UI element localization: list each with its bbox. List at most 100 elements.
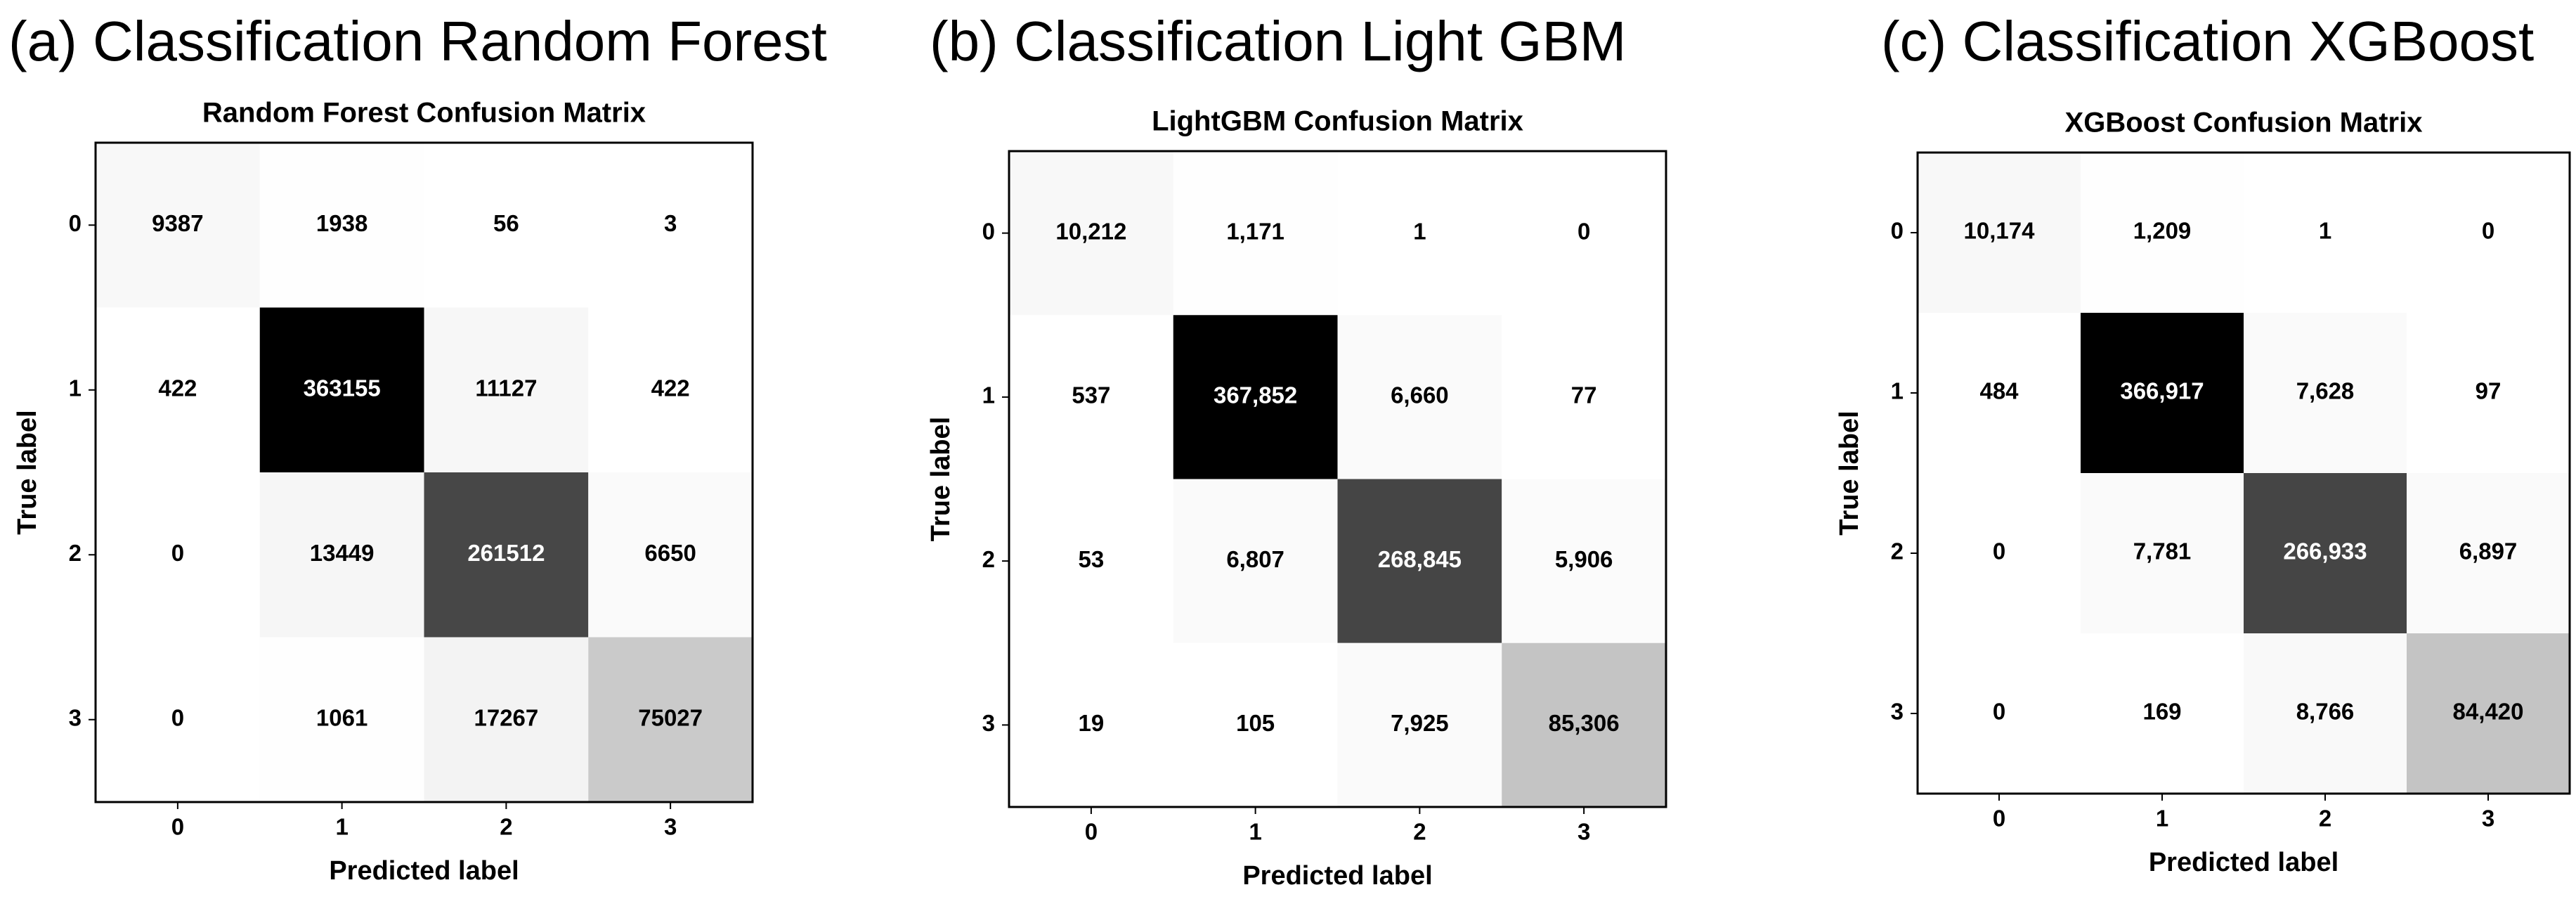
heatmap-cell bbox=[588, 307, 753, 472]
x-axis-label: Predicted label bbox=[2149, 848, 2338, 877]
cell-label: 422 bbox=[158, 375, 197, 401]
cell-label: 1938 bbox=[316, 210, 367, 236]
cell-label: 10,174 bbox=[1964, 218, 2036, 244]
cell-label: 169 bbox=[2142, 699, 2181, 725]
x-tick-label: 3 bbox=[2482, 806, 2494, 832]
y-tick-label: 2 bbox=[982, 546, 995, 572]
cell-label: 1,209 bbox=[2133, 218, 2192, 244]
chart-title: LightGBM Confusion Matrix bbox=[1152, 106, 1523, 137]
heatmap-cell bbox=[424, 143, 589, 308]
heatmap-cell bbox=[1337, 151, 1502, 316]
heatmap-cell bbox=[424, 307, 589, 472]
cell-label: 6650 bbox=[644, 540, 696, 566]
heatmap-cell bbox=[259, 307, 424, 472]
x-tick-label: 3 bbox=[664, 814, 677, 840]
heatmap-cell bbox=[1918, 633, 2081, 794]
heatmap-cell bbox=[1173, 315, 1338, 479]
cell-label: 5,906 bbox=[1555, 546, 1613, 572]
cell-label: 422 bbox=[651, 375, 690, 401]
plot-frame bbox=[1008, 150, 1667, 808]
x-tick-label: 1 bbox=[335, 814, 348, 840]
heatmap-cell bbox=[2081, 473, 2244, 633]
heatmap-cell bbox=[588, 143, 753, 308]
cell-label: 77 bbox=[1571, 382, 1597, 408]
heatmap-cell bbox=[1173, 642, 1338, 807]
cell-label: 1 bbox=[2319, 218, 2331, 244]
heatmap-cell bbox=[1337, 315, 1502, 479]
heatmap-cell bbox=[2407, 153, 2570, 313]
heatmap-cell bbox=[1502, 642, 1666, 807]
heatmap-cell bbox=[424, 637, 589, 802]
cell-label: 6,807 bbox=[1226, 546, 1284, 572]
heatmap-cell bbox=[259, 472, 424, 638]
cell-label: 537 bbox=[1072, 382, 1110, 408]
cell-label: 75027 bbox=[638, 704, 703, 730]
x-axis-label: Predicted label bbox=[329, 856, 519, 886]
heatmap-cell bbox=[1918, 473, 2081, 633]
heatmap-cell bbox=[1918, 153, 2081, 313]
heatmap-cell bbox=[1173, 151, 1338, 316]
cell-label: 19 bbox=[1079, 710, 1105, 736]
cell-label: 367,852 bbox=[1214, 382, 1297, 408]
cell-label: 97 bbox=[2476, 378, 2502, 404]
cell-label: 53 bbox=[1079, 546, 1105, 572]
cell-label: 8,766 bbox=[2296, 699, 2355, 725]
y-tick-label: 1 bbox=[982, 382, 995, 408]
heatmap-cell bbox=[1009, 479, 1173, 643]
cell-label: 10,212 bbox=[1055, 218, 1126, 244]
heatmap-cell bbox=[259, 143, 424, 308]
heatmap-cell bbox=[2407, 633, 2570, 794]
heatmap-cell bbox=[1502, 479, 1666, 643]
y-tick-label: 0 bbox=[69, 210, 82, 236]
panel-heading: (b) Classification Light GBM bbox=[930, 10, 1626, 72]
cell-label: 0 bbox=[2482, 218, 2494, 244]
heatmap-cell bbox=[2081, 633, 2244, 794]
cell-label: 266,933 bbox=[2283, 538, 2367, 564]
cell-label: 11127 bbox=[475, 375, 537, 401]
heatmap-cell bbox=[1502, 151, 1666, 316]
heatmap-cell bbox=[96, 143, 260, 308]
heatmap-cell bbox=[2081, 153, 2244, 313]
heatmap-cell bbox=[1009, 315, 1173, 479]
panel-heading: (c) Classification XGBoost bbox=[1881, 10, 2534, 72]
cell-label: 1061 bbox=[316, 704, 367, 730]
x-tick-label: 1 bbox=[2156, 806, 2168, 832]
cell-label: 484 bbox=[1979, 378, 2019, 404]
y-tick-label: 3 bbox=[1891, 699, 1904, 725]
heatmap-cell bbox=[2407, 313, 2570, 473]
cell-label: 6,897 bbox=[2459, 538, 2518, 564]
y-tick-label: 0 bbox=[982, 218, 995, 244]
cell-label: 6,660 bbox=[1391, 382, 1449, 408]
cell-label: 17267 bbox=[474, 704, 538, 730]
y-tick-label: 1 bbox=[69, 375, 82, 401]
heatmap-cell bbox=[1173, 479, 1338, 643]
y-tick-label: 2 bbox=[1891, 538, 1904, 564]
cell-label: 0 bbox=[171, 704, 184, 730]
x-tick-label: 0 bbox=[1993, 806, 2005, 832]
heatmap-cell bbox=[588, 472, 753, 638]
cell-label: 1,171 bbox=[1226, 218, 1284, 244]
x-tick-label: 3 bbox=[1578, 819, 1590, 845]
heatmap-cell bbox=[1918, 313, 2081, 473]
y-axis-label: True label bbox=[1835, 411, 1864, 535]
heatmap-cell bbox=[2244, 313, 2407, 473]
cell-label: 56 bbox=[493, 210, 519, 236]
cell-label: 7,925 bbox=[1391, 710, 1449, 736]
y-axis-label: True label bbox=[926, 417, 956, 541]
y-tick-label: 2 bbox=[69, 540, 82, 566]
y-tick-label: 3 bbox=[69, 704, 82, 730]
heatmap-cell bbox=[2244, 633, 2407, 794]
cell-label: 366,917 bbox=[2120, 378, 2204, 404]
cell-label: 7,628 bbox=[2296, 378, 2355, 404]
heatmap-cell bbox=[1502, 315, 1666, 479]
heatmap-cell bbox=[96, 307, 260, 472]
heatmap-cell bbox=[424, 472, 589, 638]
heatmap-cell bbox=[1337, 642, 1502, 807]
heatmap-cell bbox=[96, 637, 260, 802]
plot-frame bbox=[94, 141, 754, 803]
plot-frame bbox=[1916, 151, 2571, 795]
y-tick-label: 0 bbox=[1891, 218, 1904, 244]
heatmap-cell bbox=[259, 637, 424, 802]
heatmap-cell bbox=[2407, 473, 2570, 633]
